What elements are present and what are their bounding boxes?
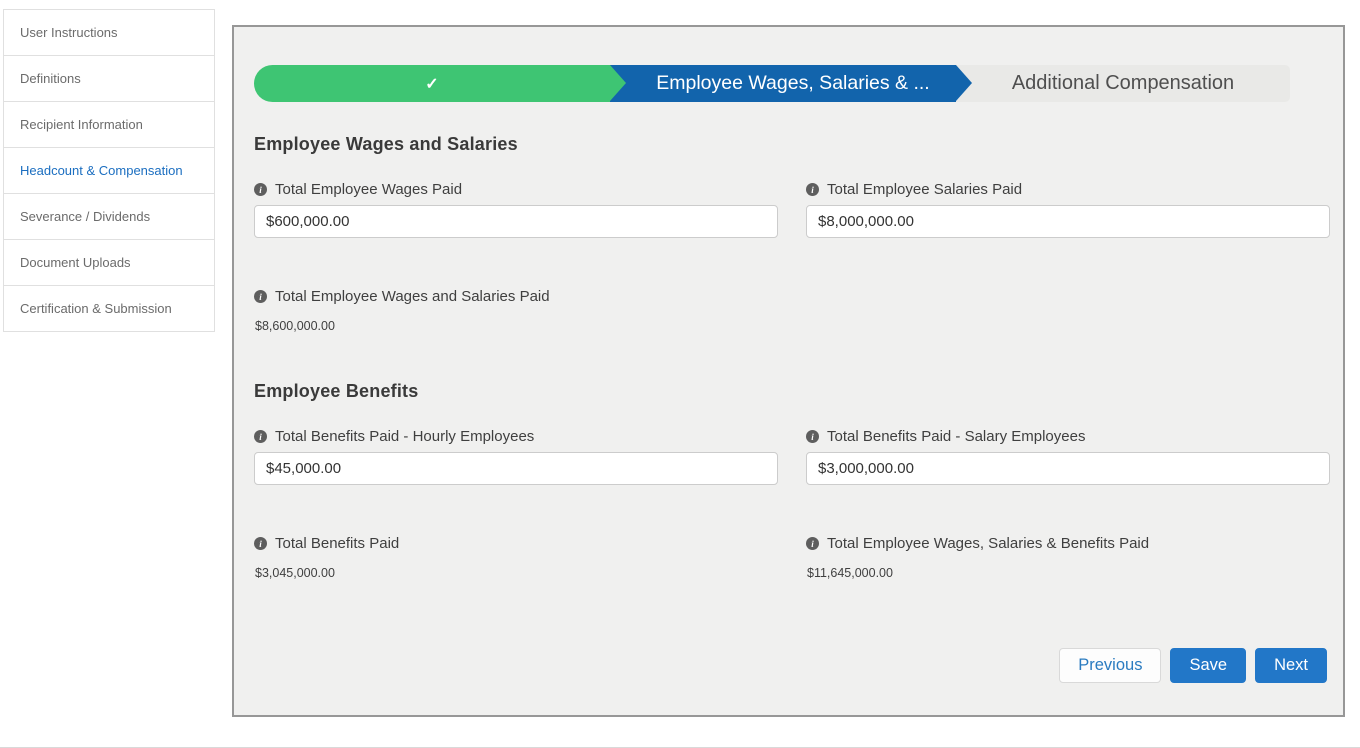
wizard-step-current[interactable]: Employee Wages, Salaries & ... bbox=[610, 65, 972, 102]
info-icon[interactable]: i bbox=[806, 183, 819, 196]
info-icon[interactable]: i bbox=[806, 430, 819, 443]
sidebar-item-certification-submission[interactable]: Certification & Submission bbox=[3, 286, 215, 332]
sidebar-item-document-uploads[interactable]: Document Uploads bbox=[3, 240, 215, 286]
main-panel: ✓ Employee Wages, Salaries & ... Additio… bbox=[232, 25, 1345, 717]
wizard-step-current-label: Employee Wages, Salaries & ... bbox=[656, 72, 930, 94]
wages-total-row: i Total Employee Wages and Salaries Paid… bbox=[254, 288, 1331, 333]
total-wages-salaries-label: Total Employee Wages and Salaries Paid bbox=[275, 288, 550, 305]
save-button[interactable]: Save bbox=[1170, 648, 1247, 683]
wizard-progress: ✓ Employee Wages, Salaries & ... Additio… bbox=[254, 65, 1290, 102]
benefits-totals-row: i Total Benefits Paid $3,045,000.00 i To… bbox=[254, 535, 1331, 580]
field-grand-total: i Total Employee Wages, Salaries & Benef… bbox=[806, 535, 1330, 580]
total-wages-salaries-value: $8,600,000.00 bbox=[255, 319, 335, 333]
total-salaries-paid-input[interactable] bbox=[806, 205, 1330, 238]
benefits-salary-label: Total Benefits Paid - Salary Employees bbox=[827, 428, 1086, 445]
form-action-buttons: Previous Save Next bbox=[1059, 648, 1327, 683]
grand-total-value: $11,645,000.00 bbox=[807, 566, 893, 580]
previous-button[interactable]: Previous bbox=[1059, 648, 1162, 683]
grand-total-label: Total Employee Wages, Salaries & Benefit… bbox=[827, 535, 1150, 552]
total-benefits-label: Total Benefits Paid bbox=[275, 535, 400, 552]
info-icon[interactable]: i bbox=[254, 183, 267, 196]
total-wages-paid-input[interactable] bbox=[254, 205, 778, 238]
wizard-step-upcoming-label: Additional Compensation bbox=[1011, 72, 1235, 94]
wizard-step-upcoming[interactable]: Additional Compensation bbox=[956, 65, 1290, 102]
next-button[interactable]: Next bbox=[1255, 648, 1327, 683]
sidebar-item-recipient-information[interactable]: Recipient Information bbox=[3, 102, 215, 148]
sidebar: User Instructions Definitions Recipient … bbox=[3, 9, 215, 332]
sidebar-item-user-instructions[interactable]: User Instructions bbox=[3, 9, 215, 56]
benefits-hourly-input[interactable] bbox=[254, 452, 778, 485]
field-total-benefits-paid: i Total Benefits Paid $3,045,000.00 bbox=[254, 535, 778, 580]
total-wages-paid-label: Total Employee Wages Paid bbox=[275, 181, 463, 198]
field-total-salaries-paid: i Total Employee Salaries Paid bbox=[806, 181, 1330, 238]
field-total-wages-paid: i Total Employee Wages Paid bbox=[254, 181, 778, 238]
sidebar-item-headcount-compensation[interactable]: Headcount & Compensation bbox=[3, 148, 215, 194]
sidebar-item-definitions[interactable]: Definitions bbox=[3, 56, 215, 102]
check-icon: ✓ bbox=[425, 75, 439, 93]
benefits-salary-input[interactable] bbox=[806, 452, 1330, 485]
sidebar-item-severance-dividends[interactable]: Severance / Dividends bbox=[3, 194, 215, 240]
total-salaries-paid-label: Total Employee Salaries Paid bbox=[827, 181, 1023, 198]
info-icon[interactable]: i bbox=[806, 537, 819, 550]
info-icon[interactable]: i bbox=[254, 290, 267, 303]
wages-inputs-row: i Total Employee Wages Paid i Total Empl… bbox=[254, 181, 1331, 238]
info-icon[interactable]: i bbox=[254, 430, 267, 443]
field-benefits-hourly: i Total Benefits Paid - Hourly Employees bbox=[254, 428, 778, 485]
benefits-hourly-label: Total Benefits Paid - Hourly Employees bbox=[275, 428, 535, 445]
section-title-wages: Employee Wages and Salaries bbox=[254, 134, 518, 154]
wizard-step-completed[interactable]: ✓ bbox=[254, 65, 626, 102]
section-title-benefits: Employee Benefits bbox=[254, 381, 419, 401]
field-benefits-salary: i Total Benefits Paid - Salary Employees bbox=[806, 428, 1330, 485]
benefits-inputs-row: i Total Benefits Paid - Hourly Employees… bbox=[254, 428, 1331, 485]
info-icon[interactable]: i bbox=[254, 537, 267, 550]
field-total-wages-salaries-paid: i Total Employee Wages and Salaries Paid… bbox=[254, 288, 778, 333]
total-benefits-value: $3,045,000.00 bbox=[255, 566, 335, 580]
